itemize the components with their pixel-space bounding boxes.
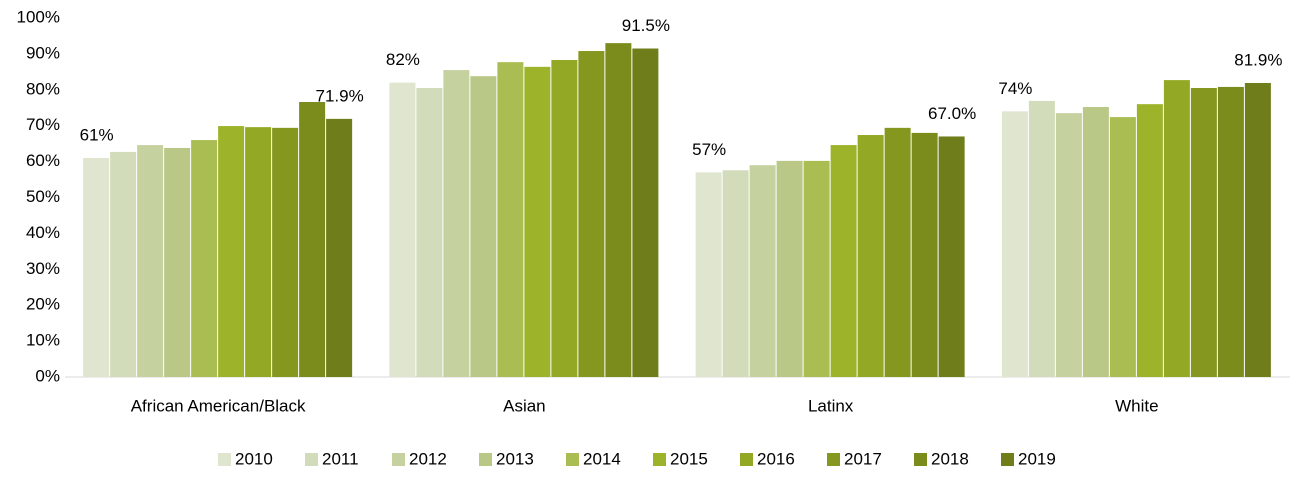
bar: [1001, 111, 1028, 377]
bar: [884, 127, 911, 377]
bar: [524, 66, 551, 377]
legend-swatch: [566, 453, 579, 466]
bar: [416, 88, 443, 377]
data-label: 71.9%: [316, 86, 364, 105]
bar: [389, 82, 416, 378]
legend-label: 2011: [322, 449, 359, 468]
legend-swatch: [305, 453, 318, 466]
bar: [326, 118, 353, 377]
data-label: 61%: [80, 125, 114, 144]
bar: [443, 70, 470, 378]
legend-swatch: [392, 453, 405, 466]
y-tick-label: 40%: [26, 223, 60, 242]
legend-swatch: [914, 453, 927, 466]
legend-swatch: [1001, 453, 1014, 466]
legend-label: 2012: [409, 449, 447, 468]
bar: [83, 158, 110, 377]
bar: [299, 102, 326, 378]
data-label: 57%: [692, 140, 726, 159]
bar: [749, 165, 776, 377]
bar: [218, 126, 245, 378]
bar: [1163, 80, 1190, 378]
bar: [1109, 117, 1136, 378]
y-tick-label: 70%: [26, 115, 60, 134]
legend-label: 2017: [844, 449, 882, 468]
bar: [857, 135, 884, 377]
data-label: 67.0%: [928, 104, 976, 123]
bar: [1136, 104, 1163, 377]
bar: [191, 140, 218, 377]
bar: [1028, 100, 1055, 377]
y-tick-label: 0%: [35, 366, 60, 385]
legend-label: 2010: [235, 449, 273, 468]
legend-label: 2013: [496, 449, 534, 468]
bar: [470, 76, 497, 378]
bar: [272, 127, 299, 377]
bar: [830, 145, 857, 377]
y-tick-label: 20%: [26, 295, 60, 314]
legend-swatch: [218, 453, 231, 466]
x-tick-label: Latinx: [808, 396, 854, 415]
legend-swatch: [479, 453, 492, 466]
bar: [245, 127, 272, 377]
legend-swatch: [653, 453, 666, 466]
legend-label: 2018: [931, 449, 969, 468]
bar: [578, 51, 605, 377]
legend-label: 2015: [670, 449, 708, 468]
bar: [938, 136, 965, 377]
bar: [137, 145, 164, 377]
bar: [1190, 88, 1217, 377]
bar: [1082, 107, 1109, 378]
x-tick-label: Asian: [503, 396, 546, 415]
x-tick-label: White: [1115, 396, 1158, 415]
bar: [803, 160, 830, 377]
bar: [110, 151, 137, 377]
data-label: 74%: [998, 79, 1032, 98]
data-label: 81.9%: [1234, 50, 1282, 69]
data-label: 82%: [386, 50, 420, 69]
bar: [911, 132, 938, 377]
bar: [632, 48, 659, 377]
bar: [1055, 113, 1082, 377]
bar: [605, 43, 632, 377]
y-tick-label: 10%: [26, 331, 60, 350]
legend-label: 2016: [757, 449, 795, 468]
legend-swatch: [740, 453, 753, 466]
bar: [695, 172, 722, 377]
bar: [164, 147, 191, 377]
bar: [1217, 86, 1244, 377]
legend-label: 2019: [1018, 449, 1056, 468]
bar: [497, 62, 524, 377]
bar: [1244, 82, 1271, 377]
y-tick-label: 60%: [26, 151, 60, 170]
y-tick-label: 90%: [26, 43, 60, 62]
bar: [551, 60, 578, 378]
bar: [776, 160, 803, 377]
y-tick-label: 80%: [26, 79, 60, 98]
data-label: 91.5%: [622, 16, 670, 35]
bar: [722, 170, 749, 377]
y-tick-label: 100%: [17, 7, 60, 26]
x-tick-label: African American/Black: [131, 396, 306, 415]
y-tick-label: 30%: [26, 259, 60, 278]
y-tick-label: 50%: [26, 187, 60, 206]
legend-label: 2014: [583, 449, 621, 468]
legend-swatch: [827, 453, 840, 466]
